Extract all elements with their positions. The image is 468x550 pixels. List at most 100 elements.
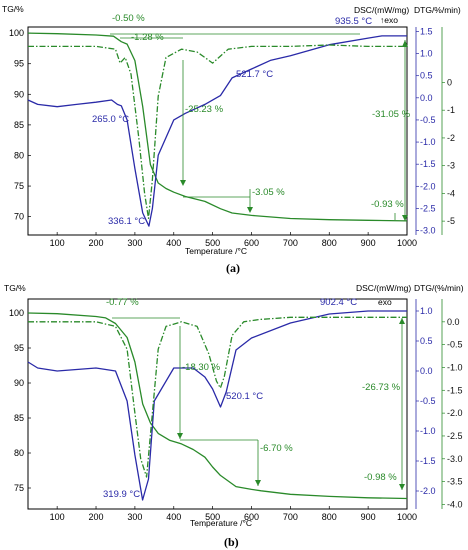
dsc-axis-label-a: DSC/(mW/mg) [354, 5, 409, 15]
x-tick-label: 600 [244, 238, 259, 248]
dtg-tick-label: 0 [447, 77, 452, 87]
tg-tick-label: 100 [9, 28, 24, 38]
annotation-b-2: -18.30 % [182, 362, 221, 373]
dsc-tick-label: 1.5 [420, 26, 433, 36]
dsc-tick-label: -0.5 [420, 115, 436, 125]
x-tick-label: 400 [166, 512, 181, 522]
annotation-a-3: 521.7 °C [236, 69, 273, 80]
annotation-a-8: -0.93 % [371, 199, 404, 210]
dsc-axis-label-b: DSC/(mW/mg) [356, 283, 411, 293]
panel-label-a: (a) [226, 261, 240, 275]
annotation-a-1: -1.28 % [131, 32, 164, 43]
annotation-a-5: -25.23 % [185, 104, 224, 115]
dtg-curve [28, 44, 407, 220]
tg-tick-label: 75 [14, 181, 24, 191]
plot-frame-b [27, 298, 408, 510]
annotation-b-3: 520.1 °C [226, 391, 263, 402]
annotation-guides-a [110, 33, 408, 221]
x-tick-label: 600 [244, 512, 259, 522]
annotation-a-0: -0.50 % [112, 13, 145, 24]
x-tick-label: 1000 [397, 512, 417, 522]
annotation-a-9: 336.1 °C [108, 216, 145, 227]
dsc-tick-label: 0.5 [420, 336, 433, 346]
dsc-tick-label: -2.0 [420, 181, 436, 191]
annotation-b-6: -0.98 % [364, 472, 397, 483]
dsc-curve [27, 35, 407, 227]
tg-tick-label: 95 [14, 343, 24, 353]
dtg-tick-label: -2.0 [447, 408, 463, 418]
x-axis-label-a: Temperature /°C [185, 246, 247, 256]
annotation-b-1: 902.4 °C [320, 297, 357, 308]
tg-axis-label-a: TG/% [2, 4, 24, 14]
tg-tick-label: 90 [14, 378, 24, 388]
x-tick-label: 900 [361, 512, 376, 522]
annotation-b-5: -6.70 % [260, 443, 293, 454]
tg-tick-label: 85 [14, 413, 24, 423]
x-tick-label: 700 [283, 512, 298, 522]
annotation-a-7: -3.05 % [252, 187, 285, 198]
panel-label-b: (b) [224, 535, 239, 549]
annotation-a-6: -31.05 % [372, 109, 411, 120]
dsc-tick-label: 0.0 [420, 93, 433, 103]
panel-b: TG/% DSC/(mW/mg) DTG/(%/min) exo Tempera… [4, 283, 464, 549]
tg-tick-label: 100 [9, 308, 24, 318]
dtg-tick-label: -1.5 [447, 385, 463, 395]
dtg-tick-label: -4 [447, 188, 455, 198]
x-tick-label: 400 [166, 238, 181, 248]
dtg-tick-label: -3.5 [447, 477, 463, 487]
x-tick-label: 700 [283, 238, 298, 248]
annotation-a-2: 935.5 °C [335, 16, 372, 27]
tg-curve [27, 32, 408, 222]
tg-tick-label: 85 [14, 120, 24, 130]
tg-tick-label: 70 [14, 212, 24, 222]
x-tick-label: 100 [50, 238, 65, 248]
dtg-tick-label: -1 [447, 105, 455, 115]
annotation-b-0: -0.77 % [106, 297, 139, 308]
dsc-tick-label: -1.5 [420, 159, 436, 169]
x-tick-label: 500 [205, 512, 220, 522]
dsc-tick-label: -1.0 [420, 137, 436, 147]
x-tick-label: 800 [322, 512, 337, 522]
dtg-tick-label: -3.0 [447, 454, 463, 464]
dtg-tick-label: -3 [447, 161, 455, 171]
x-tick-label: 900 [361, 238, 376, 248]
dsc-tick-label: -1.5 [420, 456, 436, 466]
dsc-tick-label: -3.0 [420, 226, 436, 236]
x-tick-label: 100 [50, 512, 65, 522]
dsc-tick-label: -2.0 [420, 486, 436, 496]
dsc-tick-label: -1.0 [420, 426, 436, 436]
dtg-tick-label: 0.0 [447, 317, 460, 327]
exo-label-b: exo [378, 297, 392, 307]
annotation-b-7: 319.9 °C [103, 489, 140, 500]
x-tick-label: 500 [205, 238, 220, 248]
dtg-axis-label-a: DTG/%/min) [414, 5, 461, 15]
x-tick-label: 800 [322, 238, 337, 248]
annotation-a-4: 265.0 °C [92, 114, 129, 125]
tg-tick-label: 80 [14, 150, 24, 160]
dsc-tick-label: 1.0 [420, 306, 433, 316]
dtg-tick-label: -4.0 [447, 499, 463, 509]
dtg-tick-label: -0.5 [447, 340, 463, 350]
exo-label-a: ↑exo [380, 15, 398, 25]
x-tick-label: 1000 [397, 238, 417, 248]
dsc-curve [27, 310, 407, 501]
dtg-curve [28, 316, 407, 478]
dsc-tick-label: 1.0 [420, 49, 433, 59]
x-tick-label: 300 [127, 238, 142, 248]
x-tick-label: 300 [127, 512, 142, 522]
x-tick-label: 200 [89, 238, 104, 248]
dsc-tick-label: -2.5 [420, 203, 436, 213]
tg-axis-label-b: TG/% [4, 283, 26, 293]
tg-curve [27, 312, 408, 500]
dtg-tick-label: -1.0 [447, 362, 463, 372]
tg-tick-label: 80 [14, 448, 24, 458]
dtg-tick-label: -2.5 [447, 431, 463, 441]
annotation-b-4: -26.73 % [362, 382, 401, 393]
dsc-tick-label: 0.5 [420, 71, 433, 81]
x-tick-label: 200 [89, 512, 104, 522]
dtg-axis-label-b: DTG/(%/min) [414, 283, 464, 293]
tg-tick-label: 90 [14, 89, 24, 99]
panel-a: TG/% DSC/(mW/mg) DTG/%/min) ↑exo Tempera… [2, 4, 461, 275]
tg-tick-label: 95 [14, 59, 24, 69]
